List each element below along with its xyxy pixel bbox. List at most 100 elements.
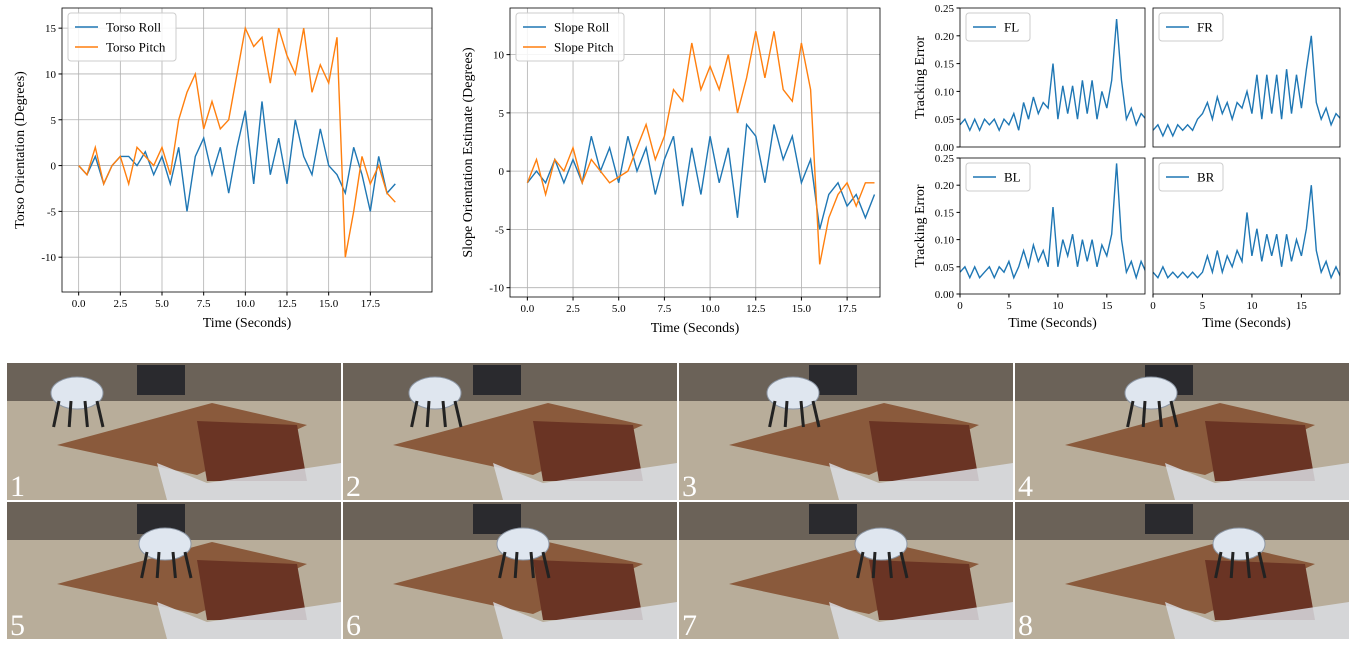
y-tick-label: 0.05 (935, 114, 955, 126)
photo-robot-leg (529, 551, 535, 579)
photo-scene (1015, 502, 1349, 639)
photo-ramp (729, 542, 979, 614)
y-tick-label: 0.00 (935, 289, 955, 301)
photo-robot-leg (1141, 400, 1147, 428)
photo-ramp-top (533, 421, 643, 481)
frame-number: 7 (682, 609, 697, 642)
y-axis-label: Tracking Error (913, 36, 928, 119)
chart: 0 5 10 15 Time (Seconds) BR (1150, 157, 1341, 331)
x-tick-label: 2.5 (566, 303, 580, 315)
photo-robot-leg (425, 400, 431, 428)
plot-frame (1152, 7, 1341, 148)
legend-label: FL (1004, 20, 1019, 35)
x-tick-label: 2.5 (113, 298, 127, 310)
y-axis-label: Slope Orientation Estimate (Degrees) (461, 47, 476, 258)
photo-furniture (1145, 504, 1193, 534)
x-tick-label: 15.0 (792, 303, 812, 315)
legend-box (965, 162, 1031, 192)
y-tick-label: -5 (47, 206, 57, 218)
photo-plastic (493, 602, 677, 639)
photo-frame: 3 (679, 363, 1013, 503)
series-line (960, 163, 1145, 281)
photo-robot-leg (67, 400, 73, 428)
x-axis-label: Time (Seconds) (1202, 316, 1291, 331)
x-tick-label: 12.5 (746, 303, 766, 315)
photo-robot (50, 376, 104, 410)
photo-ramp (1065, 403, 1315, 475)
photo-robot-leg (1245, 551, 1251, 579)
chart: 0 5 10 15 0.00 0.05 0.10 0.15 0.20 0.25 Time (Seco… (913, 153, 1146, 331)
photo-robot (854, 527, 908, 561)
legend-label: Torso Pitch (106, 40, 166, 55)
x-tick-label: 12.5 (277, 298, 297, 310)
y-tick-label: 5 (499, 108, 505, 120)
photo-plastic (157, 602, 341, 639)
frame-number: 6 (346, 609, 361, 642)
photo-robot-leg (541, 551, 551, 579)
legend-label: Slope Pitch (554, 40, 614, 55)
chart: 0.0 2.5 5.0 7.5 10.0 12.5 15.0 17.5 -10 -5 0 5 10 Tim… (461, 7, 881, 336)
photo-robot-leg (871, 551, 877, 579)
photo-robot-leg (783, 400, 789, 428)
series-line (78, 25, 396, 258)
photo-ramp (1065, 542, 1315, 614)
legend-box (67, 12, 177, 62)
photo-robot-leg (811, 400, 821, 428)
photo-robot-leg (1169, 400, 1179, 428)
x-tick-label: 5 (1200, 300, 1206, 312)
photo-furniture (473, 365, 521, 395)
photo-frame: 6 (343, 502, 677, 642)
x-tick-label: 15 (1101, 300, 1113, 312)
x-tick-label: 10 (1052, 300, 1064, 312)
photo-robot (1212, 527, 1266, 561)
y-tick-label: 5 (51, 115, 57, 127)
photo-ramp (393, 403, 643, 475)
photo-plastic (1165, 602, 1349, 639)
y-tick-label: 0.25 (935, 153, 955, 165)
frame-number: 1 (10, 470, 25, 503)
x-tick-label: 5.0 (612, 303, 626, 315)
x-tick-label: 10.0 (236, 298, 256, 310)
y-tick-label: 0 (51, 161, 57, 173)
photo-ramp (57, 403, 307, 475)
photo-robot (496, 527, 550, 561)
photo-frame: 7 (679, 502, 1013, 642)
y-tick-label: 0.15 (935, 207, 955, 219)
photo-robot (1124, 376, 1178, 410)
photo-scene (7, 363, 341, 500)
y-axis-label: Tracking Error (913, 184, 928, 267)
x-tick-label: 15.0 (319, 298, 339, 310)
photo-robot-leg (441, 400, 447, 428)
x-tick-label: 10.0 (700, 303, 720, 315)
y-tick-label: -10 (489, 283, 504, 295)
y-tick-label: 0.10 (935, 86, 955, 98)
photo-ramp-top (869, 560, 979, 620)
series-line (526, 122, 876, 230)
x-tick-label: 5.0 (155, 298, 169, 310)
y-tick-label: 10 (493, 50, 505, 62)
photo-frame: 8 (1015, 502, 1349, 642)
photo-scene (679, 502, 1013, 639)
photo-scene (1015, 363, 1349, 500)
y-tick-label: -5 (495, 224, 505, 236)
photo-robot-leg (52, 400, 61, 428)
x-tick-label: 17.5 (361, 298, 381, 310)
x-tick-label: 7.5 (197, 298, 211, 310)
photo-furniture (137, 365, 185, 395)
photo-robot-leg (1157, 400, 1163, 428)
chart: FR (1152, 7, 1341, 148)
photo-frame: 2 (343, 363, 677, 503)
legend-box (1158, 162, 1224, 192)
photo-robot-leg (410, 400, 419, 428)
photo-scene (343, 502, 677, 639)
x-tick-label: 0 (957, 300, 963, 312)
plot-frame (959, 7, 1146, 148)
x-tick-label: 0.0 (520, 303, 534, 315)
photo-robot-leg (95, 400, 105, 428)
legend-box (515, 12, 625, 62)
photo-robot (408, 376, 462, 410)
photo-robot (766, 376, 820, 410)
photo-ramp (729, 403, 979, 475)
photo-robot-leg (1126, 400, 1135, 428)
photo-robot-leg (453, 400, 463, 428)
